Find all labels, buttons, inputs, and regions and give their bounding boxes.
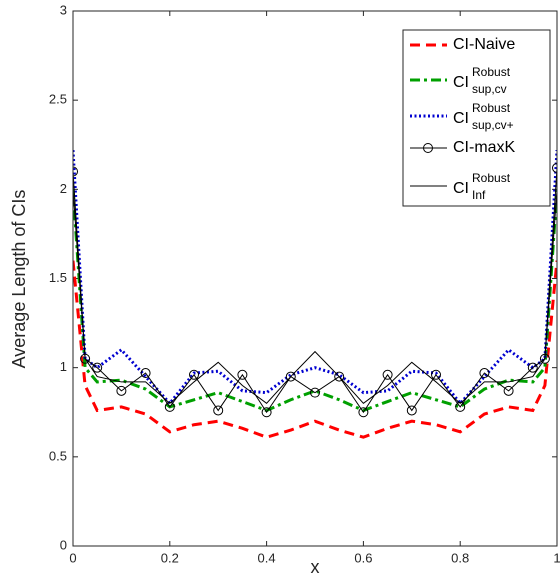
marker bbox=[261, 407, 272, 418]
y-tick-label: 1.5 bbox=[49, 270, 67, 285]
marker bbox=[164, 401, 175, 412]
marker bbox=[503, 385, 514, 396]
marker bbox=[406, 405, 417, 416]
legend-name: CI-maxK bbox=[453, 139, 516, 156]
y-tick-label: 1 bbox=[60, 359, 67, 374]
legend-superscript: Robust bbox=[472, 65, 511, 79]
legend-superscript: Robust bbox=[472, 101, 511, 115]
legend-subscript: Inf bbox=[472, 188, 486, 202]
marker bbox=[382, 369, 393, 380]
marker bbox=[140, 368, 151, 379]
x-axis-label: x bbox=[311, 557, 320, 577]
plot bbox=[73, 150, 557, 439]
marker bbox=[431, 369, 441, 380]
series-line bbox=[73, 150, 557, 406]
y-axis-label: Average Length of CIs bbox=[9, 190, 29, 369]
legend-superscript: Robust bbox=[472, 171, 511, 185]
marker bbox=[92, 362, 103, 373]
marker bbox=[73, 166, 78, 177]
marker bbox=[213, 405, 224, 416]
marker bbox=[310, 387, 320, 398]
marker bbox=[189, 369, 199, 380]
legend-label: CI bbox=[453, 110, 469, 127]
legend-label: CI-Naive bbox=[453, 36, 515, 53]
x-tick-label: 0.2 bbox=[161, 550, 179, 565]
x-tick-label: 1 bbox=[553, 550, 560, 565]
y-tick-label: 0 bbox=[60, 537, 67, 552]
plot-frame bbox=[72, 10, 558, 547]
marker bbox=[552, 162, 557, 173]
series-line bbox=[73, 189, 557, 405]
x-tick-label: 0 bbox=[69, 550, 76, 565]
legend-subscript: sup,cv+ bbox=[472, 118, 514, 132]
marker bbox=[358, 407, 369, 418]
legend-subscript: sup,cv bbox=[472, 82, 507, 96]
legend-name: CI-Naive bbox=[453, 36, 515, 53]
y-tick-label: 2 bbox=[60, 181, 67, 196]
legend-label: CI-maxK bbox=[453, 139, 516, 156]
x-tick-label: 0.6 bbox=[354, 550, 372, 565]
y-tick-label: 3 bbox=[60, 2, 67, 17]
marker bbox=[334, 371, 345, 382]
legend-box bbox=[402, 29, 551, 207]
marker bbox=[527, 362, 538, 373]
marker bbox=[455, 401, 466, 412]
x-tick-label: 0.8 bbox=[451, 550, 469, 565]
legend-marker bbox=[423, 143, 433, 153]
legend-name: CI bbox=[453, 110, 469, 127]
marker bbox=[479, 368, 490, 379]
marker bbox=[285, 371, 296, 382]
legend-label: CI bbox=[453, 180, 469, 197]
series-line bbox=[73, 167, 557, 414]
legend-name: CI bbox=[453, 180, 469, 197]
legend: CI-NaiveCIRobustsup,cvCIRobustsup,cv+CI-… bbox=[402, 29, 551, 207]
marker bbox=[116, 385, 127, 396]
y-tick-label: 2.5 bbox=[49, 92, 67, 107]
legend-name: CI bbox=[453, 74, 469, 91]
marker bbox=[237, 369, 248, 380]
series-line bbox=[73, 260, 557, 439]
x-tick-label: 0.4 bbox=[258, 550, 276, 565]
y-tick-label: 0.5 bbox=[49, 448, 67, 463]
legend-label: CI bbox=[453, 74, 469, 91]
series-line bbox=[73, 189, 557, 413]
